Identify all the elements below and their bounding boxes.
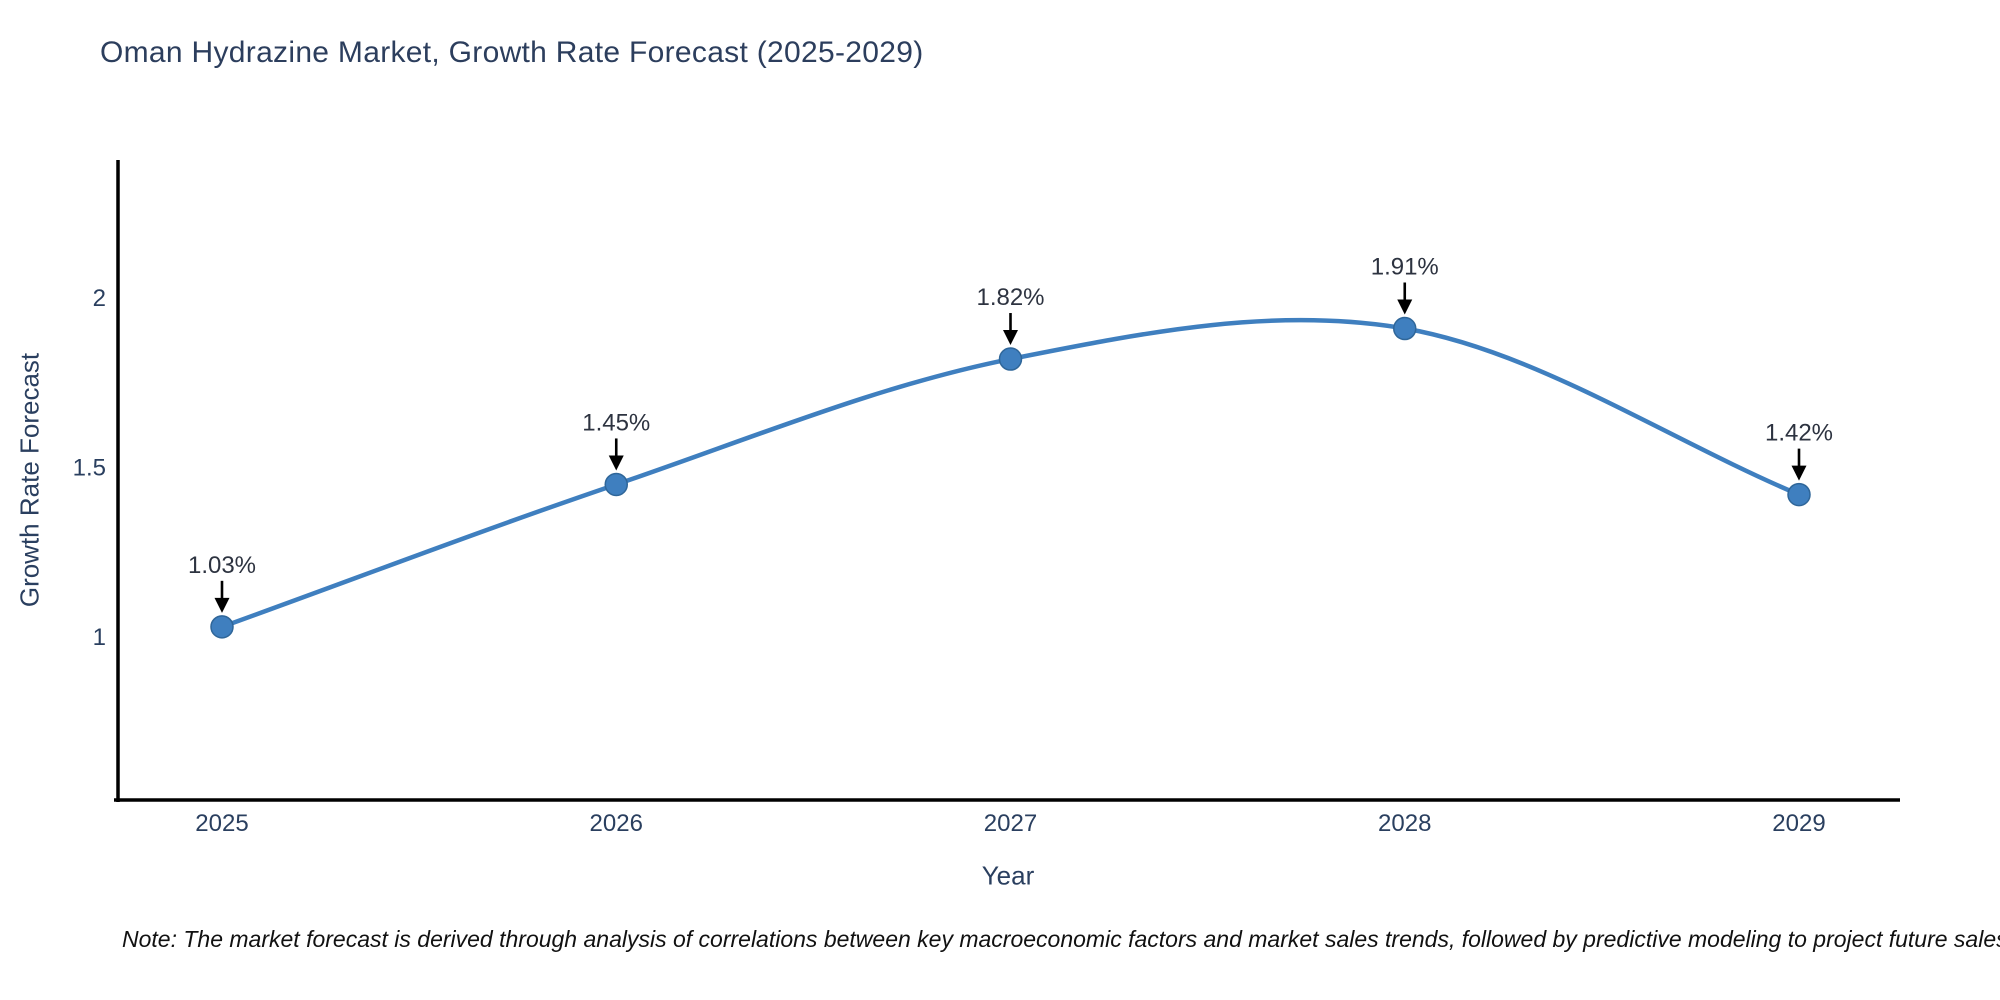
x-tick-label: 2025 <box>195 810 248 837</box>
data-point-label: 1.03% <box>188 552 256 579</box>
data-point-label: 1.82% <box>976 284 1044 311</box>
annotation-arrow-head <box>1003 330 1018 346</box>
data-point-label: 1.45% <box>582 409 650 436</box>
data-point-marker[interactable] <box>604 472 628 497</box>
data-point-label: 1.91% <box>1371 254 1439 281</box>
data-point-marker[interactable] <box>1787 482 1811 507</box>
annotation-arrow-head <box>1791 465 1807 481</box>
y-tick-label: 1.5 <box>73 455 106 482</box>
annotation-arrow-head <box>1397 299 1413 315</box>
y-tick-label: 2 <box>93 285 106 312</box>
chart-title: Oman Hydrazine Market, Growth Rate Forec… <box>100 36 924 69</box>
data-point-marker[interactable] <box>998 347 1023 371</box>
footnote: Note: The market forecast is derived thr… <box>122 926 2000 952</box>
x-axis-title: Year <box>981 860 1035 891</box>
data-point-label: 1.42% <box>1765 420 1833 447</box>
data-point-marker[interactable] <box>1393 316 1417 341</box>
y-tick-label: 1 <box>93 624 106 651</box>
x-tick-label: 2027 <box>984 810 1037 837</box>
annotation-arrow-head <box>214 597 230 613</box>
annotation-arrow-head <box>608 455 624 471</box>
x-tick-label: 2029 <box>1772 810 1825 837</box>
x-tick-label: 2028 <box>1378 810 1431 837</box>
data-point-marker[interactable] <box>210 615 234 639</box>
x-tick-label: 2026 <box>590 810 643 837</box>
